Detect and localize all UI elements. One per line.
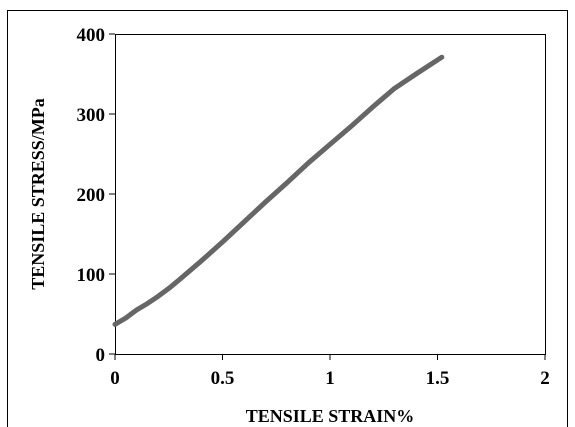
x-tick-label: 2 (540, 368, 550, 389)
x-tick-label: 0.5 (211, 368, 235, 389)
x-tick-label: 1.5 (426, 368, 450, 389)
x-tick-label: 0 (110, 368, 120, 389)
y-axis-title: TENSILE STRESS/MPa (28, 98, 48, 290)
y-tick-label: 100 (77, 265, 106, 286)
y-tick-label: 300 (77, 105, 106, 126)
axis-tick-labels: 0 0.5 1 1.5 2 0 100 200 300 400 (77, 25, 550, 389)
plot-area (115, 34, 546, 355)
x-axis-title: TENSILE STRAIN% (246, 406, 415, 426)
y-tick-label: 400 (77, 25, 106, 46)
y-tick-label: 200 (77, 185, 106, 206)
y-tick-label: 0 (96, 345, 106, 366)
series-layer (112, 54, 445, 327)
axis-ticks (109, 33, 546, 360)
stress-strain-line (112, 54, 445, 327)
x-tick-label: 1 (325, 368, 335, 389)
